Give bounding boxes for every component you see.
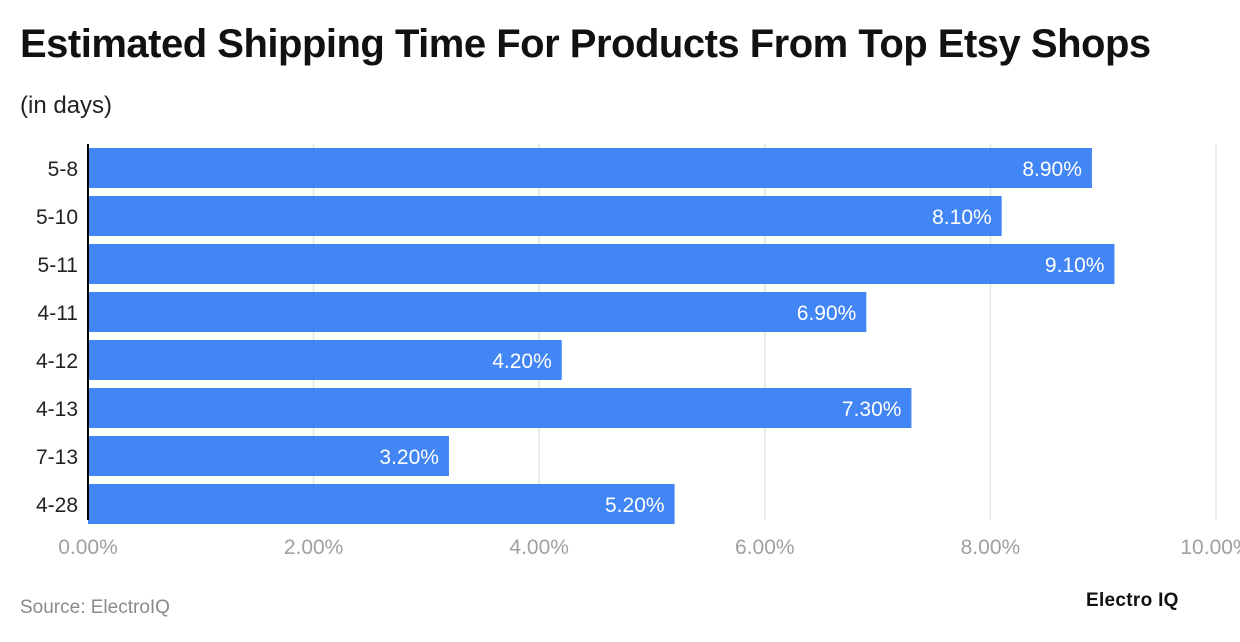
bar-7-13 — [88, 436, 449, 476]
brand-logo: Electro IQ — [1086, 590, 1179, 611]
x-tick-label: 6.00% — [735, 536, 795, 559]
category-label: 4-11 — [38, 302, 78, 325]
category-label: 7-13 — [36, 446, 78, 469]
category-label: 5-8 — [48, 158, 78, 181]
x-tick-label: 0.00% — [58, 536, 118, 559]
category-label: 4-13 — [36, 398, 78, 421]
value-label: 5.20% — [605, 494, 665, 517]
value-label: 4.20% — [492, 350, 552, 373]
category-label: 4-28 — [36, 494, 78, 517]
value-label: 8.10% — [932, 206, 992, 229]
category-label: 4-12 — [36, 350, 78, 373]
bar-4-11 — [88, 292, 867, 332]
x-tick-label: 8.00% — [961, 536, 1021, 559]
chart-title: Estimated Shipping Time For Products Fro… — [20, 22, 1151, 66]
bar-5-10 — [88, 196, 1002, 236]
bar-5-8 — [88, 148, 1092, 188]
bar-4-28 — [88, 484, 675, 524]
category-label: 5-10 — [36, 206, 78, 229]
value-label: 9.10% — [1045, 254, 1105, 277]
value-label: 7.30% — [842, 398, 902, 421]
source-note: Source: ElectroIQ — [20, 597, 170, 618]
category-label: 5-11 — [38, 254, 78, 277]
bar-4-13 — [88, 388, 912, 428]
bar-4-12 — [88, 340, 562, 380]
value-label: 8.90% — [1022, 158, 1082, 181]
x-tick-label: 10.00% — [1180, 536, 1240, 559]
value-label: 3.20% — [379, 446, 439, 469]
x-tick-label: 2.00% — [284, 536, 344, 559]
bar-5-11 — [88, 244, 1115, 284]
chart-subtitle: (in days) — [20, 92, 113, 119]
value-label: 6.90% — [797, 302, 857, 325]
x-tick-label: 4.00% — [509, 536, 569, 559]
